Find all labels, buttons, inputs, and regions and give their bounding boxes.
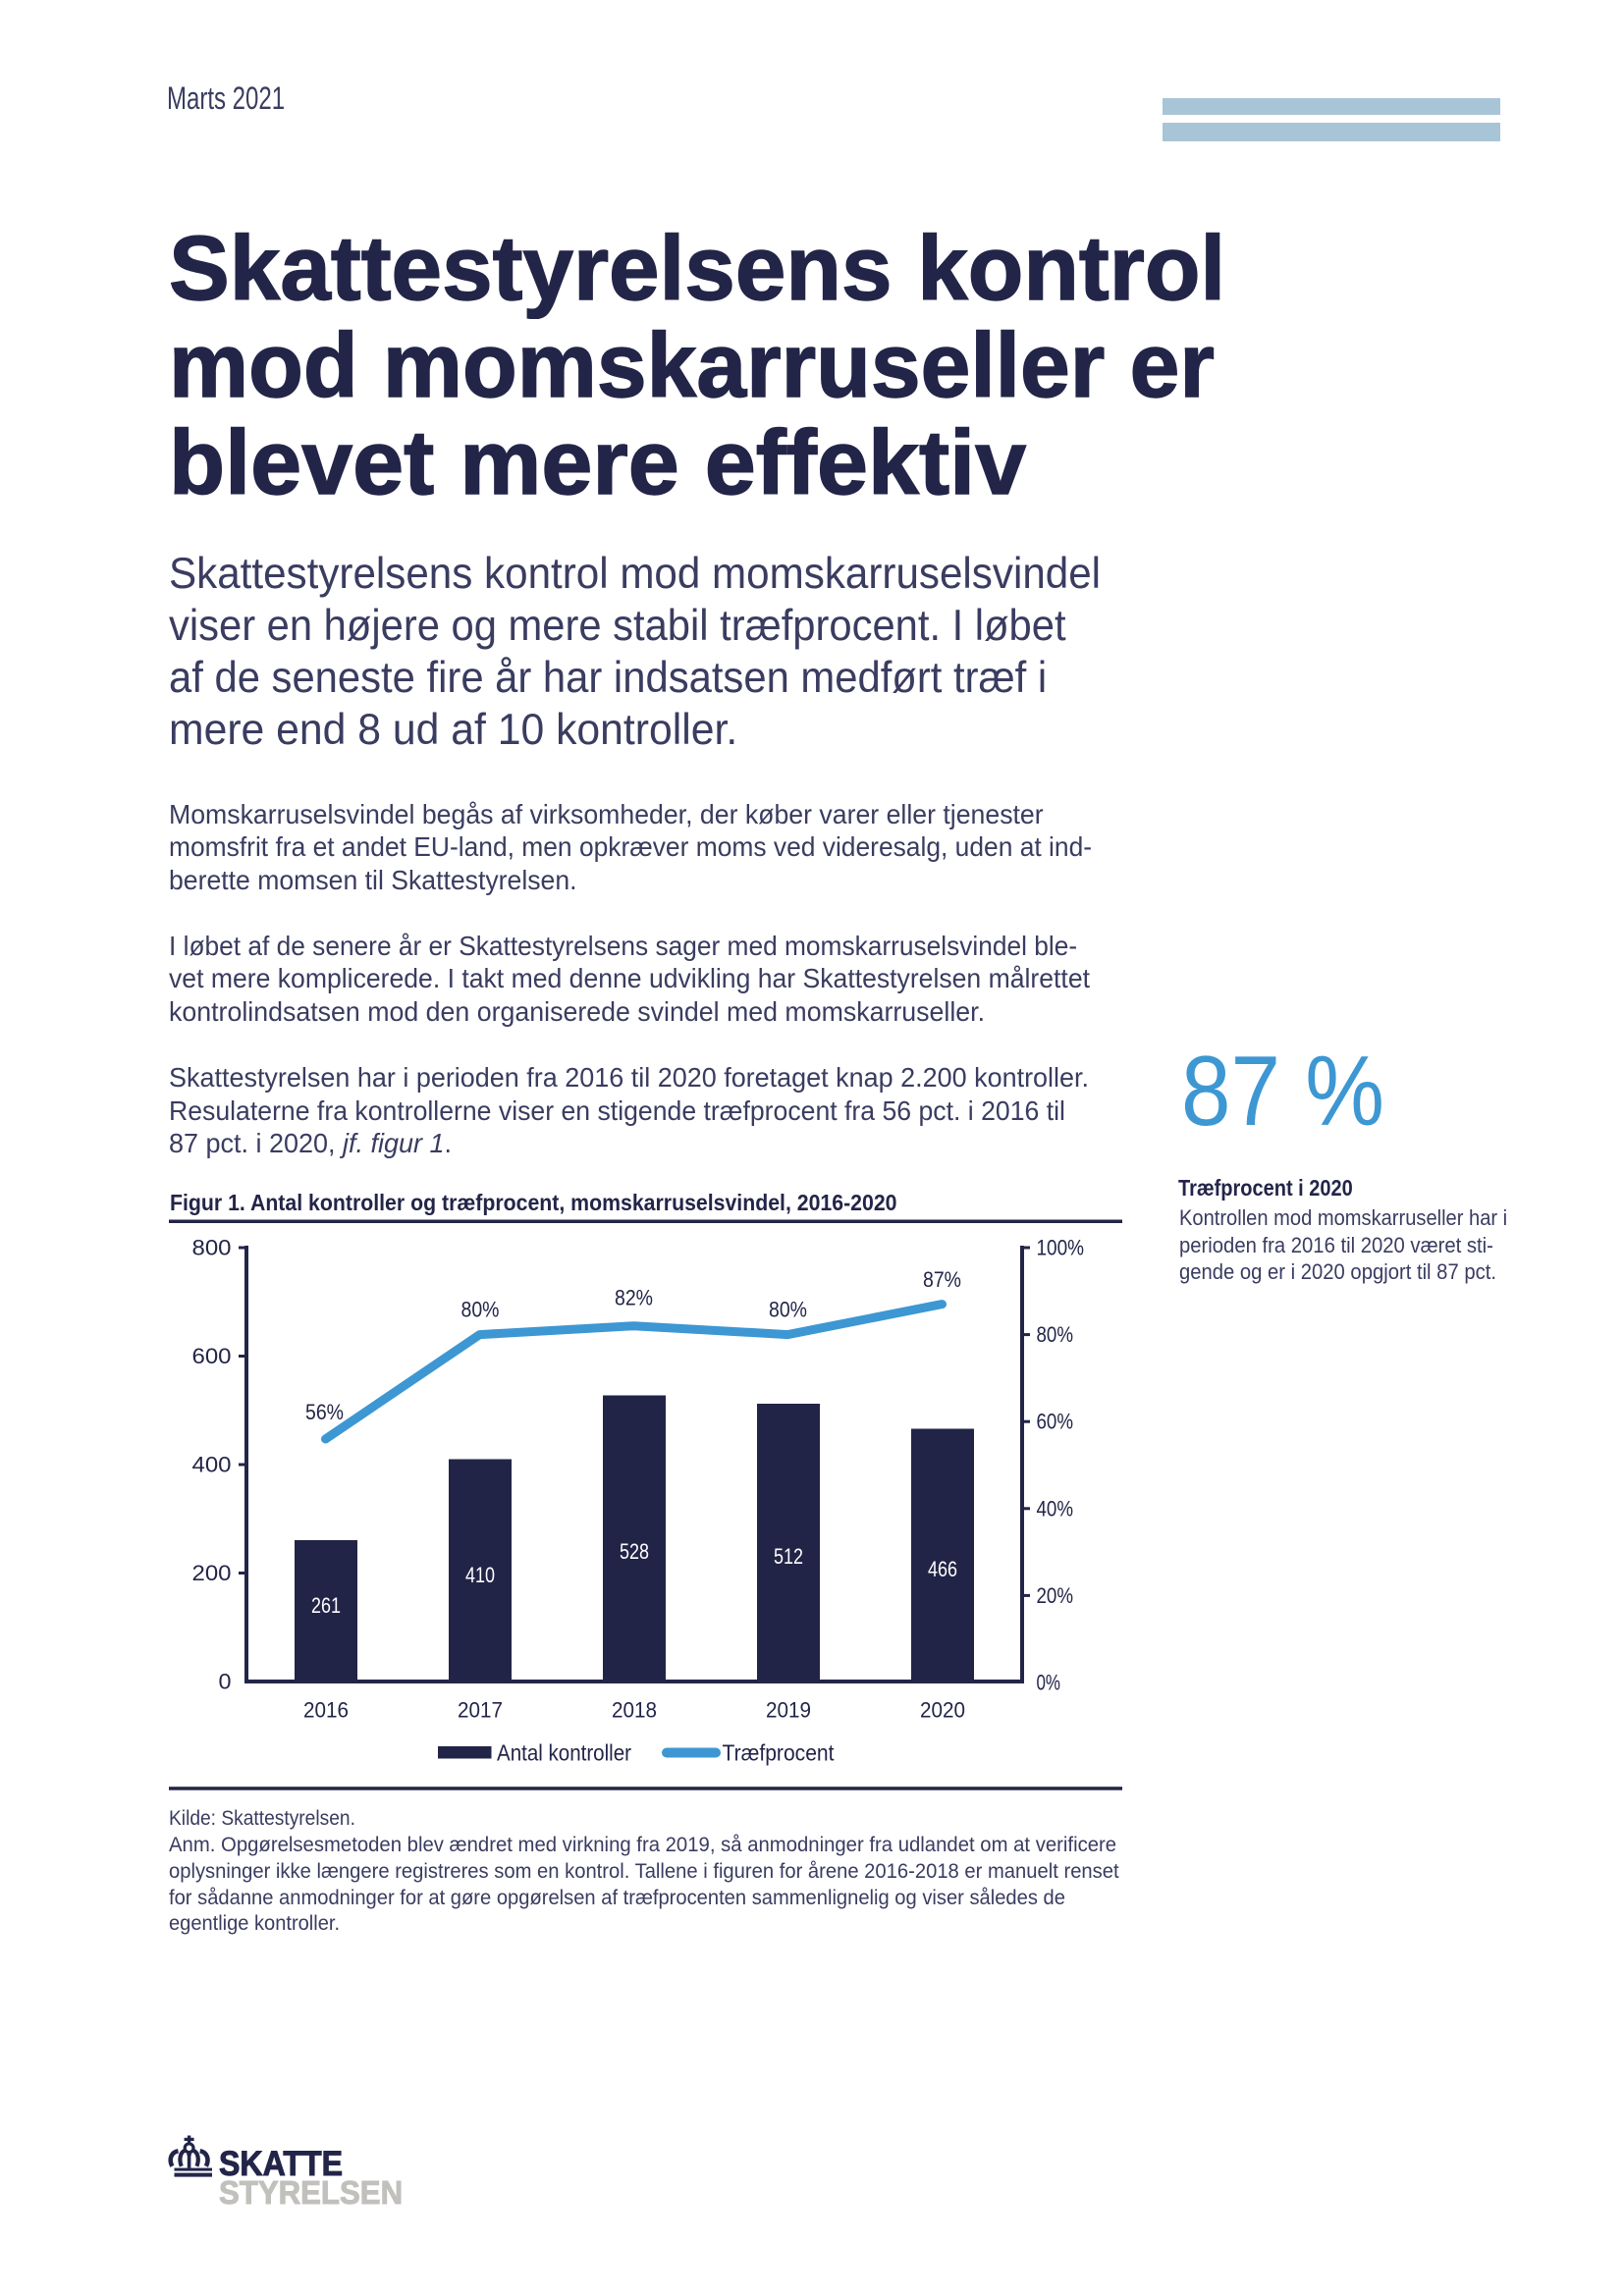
svg-text:2017: 2017	[458, 1698, 503, 1723]
svg-text:2019: 2019	[766, 1698, 811, 1723]
svg-text:800: 800	[192, 1236, 232, 1260]
svg-text:80%: 80%	[1037, 1322, 1074, 1347]
svg-text:0%: 0%	[1037, 1671, 1061, 1695]
svg-text:20%: 20%	[1037, 1583, 1074, 1608]
svg-text:2020: 2020	[920, 1698, 965, 1723]
svg-text:261: 261	[311, 1593, 341, 1618]
svg-text:600: 600	[192, 1344, 232, 1368]
svg-text:40%: 40%	[1037, 1496, 1074, 1521]
svg-text:Træfprocent: Træfprocent	[723, 1739, 836, 1765]
svg-text:200: 200	[192, 1561, 232, 1585]
svg-text:56%: 56%	[305, 1400, 344, 1424]
svg-text:2018: 2018	[612, 1698, 657, 1723]
svg-text:512: 512	[774, 1544, 803, 1569]
svg-text:87%: 87%	[923, 1267, 961, 1292]
svg-text:528: 528	[620, 1539, 649, 1564]
svg-text:400: 400	[192, 1453, 232, 1477]
svg-text:82%: 82%	[615, 1286, 653, 1310]
svg-text:60%: 60%	[1037, 1410, 1074, 1434]
svg-text:Antal kontroller: Antal kontroller	[497, 1739, 631, 1765]
svg-text:410: 410	[465, 1563, 495, 1587]
svg-text:0: 0	[219, 1670, 232, 1694]
svg-text:2016: 2016	[303, 1698, 349, 1723]
svg-text:80%: 80%	[769, 1298, 807, 1322]
svg-text:80%: 80%	[461, 1298, 500, 1322]
svg-text:466: 466	[928, 1557, 957, 1581]
svg-text:100%: 100%	[1037, 1236, 1085, 1260]
